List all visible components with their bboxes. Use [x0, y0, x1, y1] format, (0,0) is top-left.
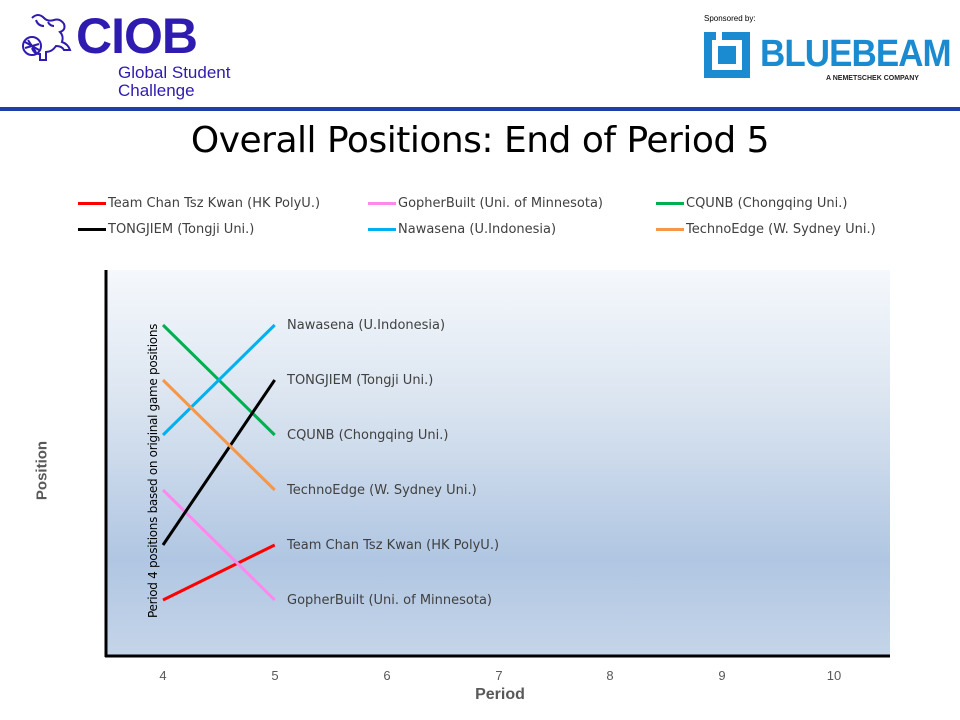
- bluebeam-logo-icon: [704, 32, 750, 78]
- legend-swatch: [78, 202, 106, 205]
- legend-swatch: [656, 228, 684, 231]
- ciob-wordmark: CIOB: [76, 8, 198, 64]
- slide-title: Overall Positions: End of Period 5: [190, 120, 770, 161]
- legend-item: Nawasena (U.Indonesia): [368, 222, 556, 237]
- end-label-position-4: TechnoEdge (W. Sydney Uni.): [287, 483, 477, 498]
- legend-swatch: [368, 202, 396, 205]
- ciob-subtitle-line1: Global Student: [118, 63, 231, 82]
- legend-item: GopherBuilt (Uni. of Minnesota): [368, 196, 603, 211]
- chart-legend: Team Chan Tsz Kwan (HK PolyU.) GopherBui…: [78, 196, 958, 244]
- ciob-subtitle-line2: Challenge: [118, 81, 195, 100]
- sponsor-block: Sponsored by: BLUEBEAM A NEMETSCHEK COMP…: [700, 12, 952, 92]
- y-axis-title: Position: [33, 440, 51, 501]
- period-note: Period 4 positions based on original gam…: [146, 323, 160, 618]
- plot-area: [106, 270, 890, 656]
- legend-item: CQUNB (Chongqing Uni.): [656, 196, 848, 211]
- end-label-position-3: CQUNB (Chongqing Uni.): [287, 428, 449, 443]
- end-label-position-2: TONGJIEM (Tongji Uni.): [287, 373, 434, 388]
- ciob-subtitle: Global Student Challenge: [118, 64, 230, 100]
- x-tick: 10: [826, 668, 842, 683]
- x-tick: 9: [718, 668, 726, 683]
- x-tick: 5: [271, 668, 279, 683]
- legend-label: GopherBuilt (Uni. of Minnesota): [398, 196, 604, 211]
- header-divider: [0, 107, 960, 111]
- end-label-position-5: Team Chan Tsz Kwan (HK PolyU.): [287, 538, 500, 553]
- legend-label: TechnoEdge (W. Sydney Uni.): [686, 222, 876, 237]
- series-line: [161, 323, 276, 437]
- legend-label: CQUNB (Chongqing Uni.): [686, 196, 848, 211]
- legend-swatch: [78, 228, 106, 231]
- series-line: [162, 543, 276, 602]
- legend-swatch: [368, 228, 396, 231]
- bluebeam-tagline: A NEMETSCHEK COMPANY: [826, 75, 919, 82]
- legend-item: TechnoEdge (W. Sydney Uni.): [656, 222, 876, 237]
- x-tick: 4: [159, 668, 167, 683]
- x-tick: 7: [495, 668, 503, 683]
- legend-item: TONGJIEM (Tongji Uni.): [78, 222, 254, 237]
- x-tick: 8: [606, 668, 614, 683]
- legend-label: TONGJIEM (Tongji Uni.): [108, 222, 255, 237]
- bluebeam-wordmark: BLUEBEAM: [760, 33, 952, 75]
- end-label-position-6: GopherBuilt (Uni. of Minnesota): [287, 593, 493, 608]
- x-axis-title: Period: [475, 686, 525, 703]
- series-line: [161, 378, 276, 492]
- series-line: [161, 488, 276, 602]
- lion-crest-icon: [22, 14, 72, 61]
- x-tick: 6: [383, 668, 391, 683]
- legend-label: Nawasena (U.Indonesia): [398, 222, 557, 237]
- ciob-logo: CIOB Global Student Challenge: [18, 8, 268, 104]
- series-line: [161, 379, 276, 546]
- end-label-position-1: Nawasena (U.Indonesia): [287, 318, 446, 333]
- legend-label: Team Chan Tsz Kwan (HK PolyU.): [108, 196, 321, 211]
- legend-item: Team Chan Tsz Kwan (HK PolyU.): [78, 196, 320, 211]
- sponsor-label: Sponsored by:: [704, 14, 756, 23]
- legend-swatch: [656, 202, 684, 205]
